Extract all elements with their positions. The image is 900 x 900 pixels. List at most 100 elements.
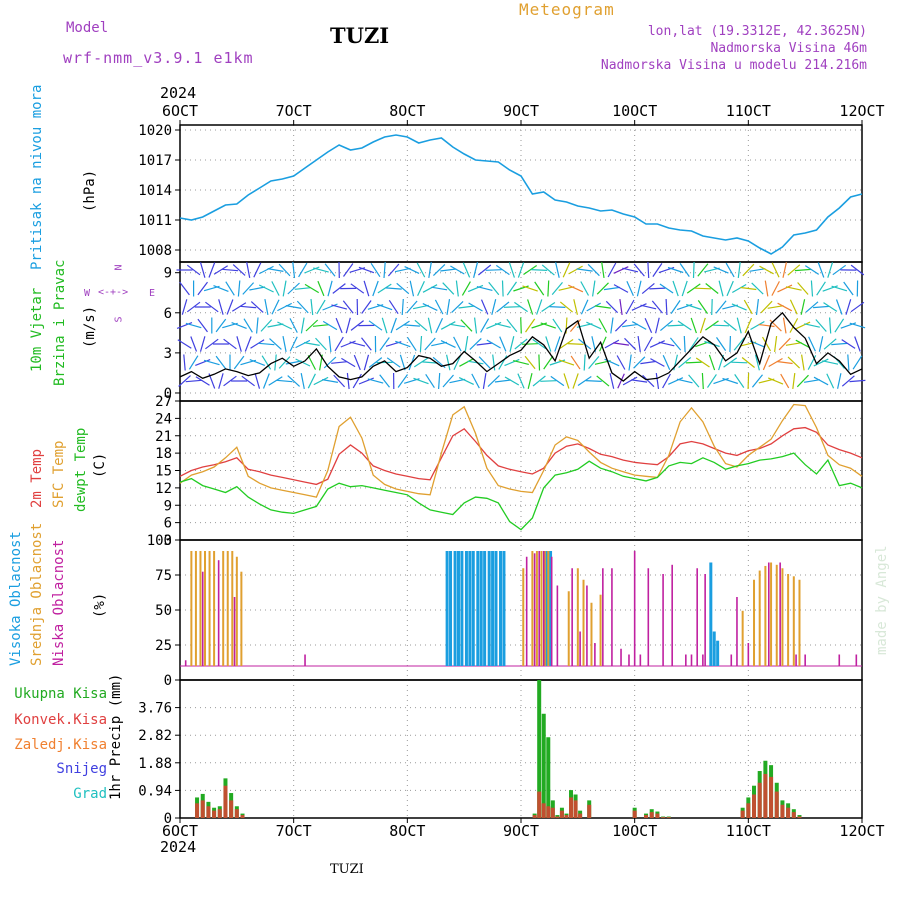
wind-arrow <box>256 317 259 334</box>
wind-arrow <box>367 378 384 384</box>
mid-cloud-bar <box>764 565 767 666</box>
wind-arrow <box>495 264 510 276</box>
low-cloud-bar <box>779 562 781 666</box>
x-tick-label-bottom: 12OCT <box>839 822 884 840</box>
wind-arrow <box>829 317 832 334</box>
wind-arrow <box>199 262 206 278</box>
wind-arrow <box>446 354 451 371</box>
wind-arrow <box>527 299 534 315</box>
conv-precip-bar <box>234 809 239 818</box>
wind-arrow <box>304 266 320 274</box>
wind-arrow <box>795 321 811 330</box>
wind-arrow <box>778 337 791 351</box>
wind-arrow <box>467 284 484 293</box>
wind-arrow <box>435 317 444 334</box>
wind-arrow <box>442 374 454 388</box>
wind-arrow <box>667 324 684 327</box>
wind-arrow <box>262 373 270 389</box>
wind-arrow <box>509 336 515 352</box>
wind-arrow <box>662 373 671 389</box>
wind-arrow <box>562 262 571 278</box>
wind-arrow <box>438 372 441 390</box>
wind-arrow <box>677 320 692 331</box>
wind-arrow <box>527 373 533 389</box>
mid-cloud-bar <box>543 551 546 666</box>
wind-arrow <box>767 305 784 309</box>
wind-arrow <box>785 342 802 346</box>
conv-precip-bar <box>632 810 637 818</box>
high-cloud-bar <box>483 551 487 666</box>
x-tick-label-top: 11OCT <box>726 102 771 120</box>
wind-arrow <box>559 339 574 349</box>
wind-arrow <box>640 360 657 365</box>
wind-arrow <box>271 299 280 315</box>
high-cloud-bar <box>716 640 720 666</box>
wind-arrow <box>397 374 408 388</box>
wind-arrow <box>259 265 274 275</box>
wind-arrow <box>278 263 291 277</box>
mid-cloud-bar <box>547 551 550 666</box>
wind-arrow <box>713 324 730 327</box>
wind-arrow <box>580 281 590 296</box>
wind-arrow <box>331 361 348 364</box>
low-cloud-bar <box>628 654 630 666</box>
low-cloud-bar <box>704 574 706 666</box>
wind-arrow <box>342 300 354 314</box>
wind-arrow <box>350 283 365 294</box>
conv-precip-bar <box>541 803 546 818</box>
wind-arrow <box>628 354 632 371</box>
wind-arrow <box>762 354 771 371</box>
wind-arrow <box>241 375 255 387</box>
wind-arrow <box>708 354 716 371</box>
wind-arrow <box>480 299 489 315</box>
wind-arrow <box>368 320 383 331</box>
temp-sfc-line <box>179 403 863 498</box>
conv-precip-bar <box>569 797 574 818</box>
wind-arrow <box>205 301 219 313</box>
conv-precip-bar <box>546 806 551 818</box>
high-cloud-bar <box>445 551 449 666</box>
wind-arrow <box>460 319 473 332</box>
mid-cloud-bar <box>240 571 243 666</box>
legend-total-rain: Ukupna Kisa <box>14 686 107 702</box>
compass-e-label: E <box>149 288 156 299</box>
wind-speed-line <box>179 311 863 382</box>
wind-arrow <box>440 268 457 272</box>
wind-arrow <box>404 266 420 274</box>
conv-precip-bar <box>559 810 564 818</box>
wind-arrow <box>478 264 492 276</box>
wind-arrow <box>822 360 839 365</box>
low-cloud-bar <box>556 585 559 666</box>
wind-arrow <box>401 298 404 316</box>
wind-arrow <box>747 372 750 390</box>
conv-precip-bar <box>555 816 560 818</box>
wind-arrow <box>723 357 738 368</box>
wind-arrow <box>705 320 719 331</box>
wind-arrow <box>741 357 755 368</box>
x-tick-label-bottom: 6OCT <box>162 822 198 840</box>
high-cloud-bar <box>494 551 498 666</box>
wind-arrow <box>555 262 560 278</box>
mid-cloud-bar <box>204 551 207 666</box>
wind-arrow <box>532 375 546 387</box>
wind-arrow <box>626 280 634 297</box>
wind-arrow <box>827 262 834 278</box>
mid-cloud-bar <box>190 551 193 666</box>
wind-arrow <box>363 354 370 371</box>
wind-arrow <box>324 263 336 277</box>
wind-arrow <box>801 354 805 371</box>
conv-precip-bar <box>769 776 774 818</box>
wind-arrow <box>399 354 406 371</box>
wind-arrow <box>377 283 392 294</box>
wind-arrow <box>322 303 338 311</box>
wind-arrow <box>315 337 327 351</box>
wind-arrow <box>624 337 637 351</box>
wind-arrow <box>467 360 484 365</box>
wind-arrow <box>695 357 710 368</box>
wind-arrow <box>841 339 856 349</box>
wind-arrow <box>361 300 372 314</box>
wind-arrows-group <box>176 261 866 390</box>
mid-cloud-bar <box>567 591 570 666</box>
conv-precip-bar <box>537 791 542 818</box>
wind-arrow <box>769 319 782 332</box>
